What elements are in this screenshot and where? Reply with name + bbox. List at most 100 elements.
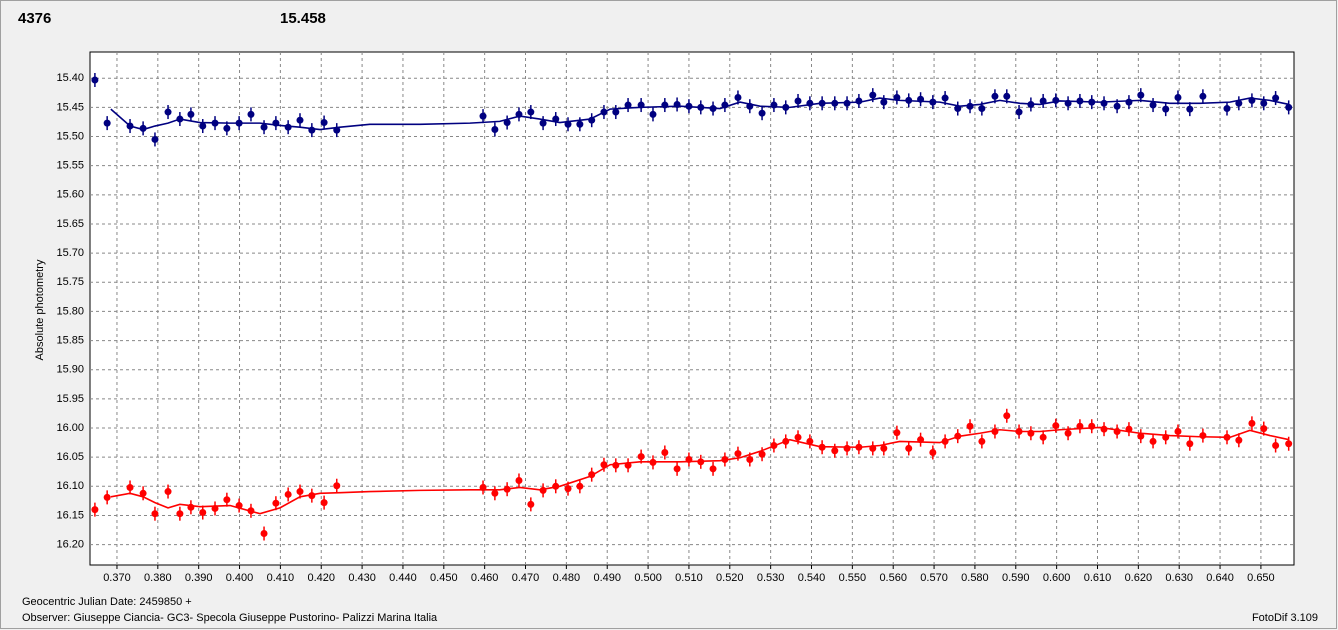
y-tick-label: 16.15	[56, 509, 84, 521]
y-tick-label: 15.55	[56, 160, 84, 172]
y-tick-label: 15.45	[56, 101, 84, 113]
data-point	[697, 458, 705, 466]
data-point	[941, 437, 949, 445]
x-tick-label: 0.480	[553, 572, 581, 584]
data-point	[661, 101, 669, 109]
data-point	[746, 102, 754, 110]
data-point	[770, 101, 778, 109]
data-point	[247, 110, 255, 118]
data-point	[1003, 92, 1011, 100]
data-point	[855, 443, 863, 451]
x-tick-label: 0.650	[1247, 572, 1275, 584]
data-point	[1027, 100, 1035, 108]
data-point	[673, 465, 681, 473]
data-point	[1235, 99, 1243, 107]
y-tick-label: 15.40	[56, 72, 84, 84]
data-point	[272, 499, 280, 507]
y-tick-label: 16.00	[56, 422, 84, 434]
data-point	[734, 450, 742, 458]
data-point	[1162, 105, 1170, 113]
data-point	[1052, 422, 1060, 430]
data-point	[1027, 429, 1035, 437]
data-point	[515, 476, 523, 484]
data-point	[612, 461, 620, 469]
x-axis-label: Geocentric Julian Date: 2459850 +	[22, 596, 192, 608]
data-point	[1260, 99, 1268, 107]
data-point	[552, 482, 560, 490]
data-point	[600, 108, 608, 116]
data-point	[782, 437, 790, 445]
data-point	[91, 506, 99, 514]
annotation: 4376	[18, 10, 51, 27]
data-point	[1125, 425, 1133, 433]
data-point	[1248, 96, 1256, 104]
x-tick-label: 0.380	[144, 572, 172, 584]
data-point	[1272, 441, 1280, 449]
data-point	[1137, 432, 1145, 440]
data-point	[1088, 422, 1096, 430]
data-point	[1015, 428, 1023, 436]
data-point	[917, 436, 925, 444]
data-point	[1088, 98, 1096, 106]
data-point	[673, 100, 681, 108]
data-point	[966, 102, 974, 110]
data-point	[758, 450, 766, 458]
data-point	[588, 471, 596, 479]
data-point	[1149, 101, 1157, 109]
data-point	[709, 465, 717, 473]
data-point	[296, 488, 304, 496]
data-point	[187, 110, 195, 118]
data-point	[247, 507, 255, 515]
data-point	[600, 461, 608, 469]
x-tick-label: 0.630	[1165, 572, 1193, 584]
data-point	[564, 485, 572, 493]
data-point	[734, 93, 742, 101]
data-point	[794, 97, 802, 105]
y-tick-label: 16.05	[56, 451, 84, 463]
x-tick-label: 0.490	[593, 572, 621, 584]
x-tick-label: 0.460	[471, 572, 499, 584]
data-point	[320, 499, 328, 507]
data-point	[126, 122, 134, 130]
plot-area	[89, 51, 1295, 566]
data-point	[1064, 99, 1072, 107]
data-point	[649, 458, 657, 466]
y-tick-label: 15.80	[56, 305, 84, 317]
data-point	[929, 98, 937, 106]
data-point	[1149, 437, 1157, 445]
data-point	[831, 447, 839, 455]
x-tick-label: 0.430	[348, 572, 376, 584]
data-point	[223, 124, 231, 132]
data-point	[333, 126, 341, 134]
data-point	[661, 448, 669, 456]
data-point	[1125, 98, 1133, 106]
data-point	[284, 490, 292, 498]
data-point	[527, 500, 535, 508]
data-point	[794, 433, 802, 441]
data-point	[1076, 422, 1084, 430]
data-point	[235, 119, 243, 127]
data-point	[503, 119, 511, 127]
data-point	[151, 510, 159, 518]
x-tick-label: 0.570	[920, 572, 948, 584]
data-point	[1223, 433, 1231, 441]
data-point	[855, 97, 863, 105]
y-axis-label: Absolute photometry	[34, 259, 46, 360]
data-point	[624, 101, 632, 109]
x-tick-label: 0.620	[1125, 572, 1153, 584]
data-point	[624, 461, 632, 469]
data-point	[905, 96, 913, 104]
data-point	[1137, 91, 1145, 99]
data-point	[211, 504, 219, 512]
data-point	[1039, 433, 1047, 441]
data-point	[320, 119, 328, 127]
data-point	[843, 99, 851, 107]
x-tick-label: 0.370	[103, 572, 131, 584]
data-point	[1113, 102, 1121, 110]
data-point	[272, 119, 280, 127]
data-point	[954, 432, 962, 440]
data-point	[176, 115, 184, 123]
data-point	[164, 108, 172, 116]
data-point	[1052, 96, 1060, 104]
data-point	[721, 101, 729, 109]
